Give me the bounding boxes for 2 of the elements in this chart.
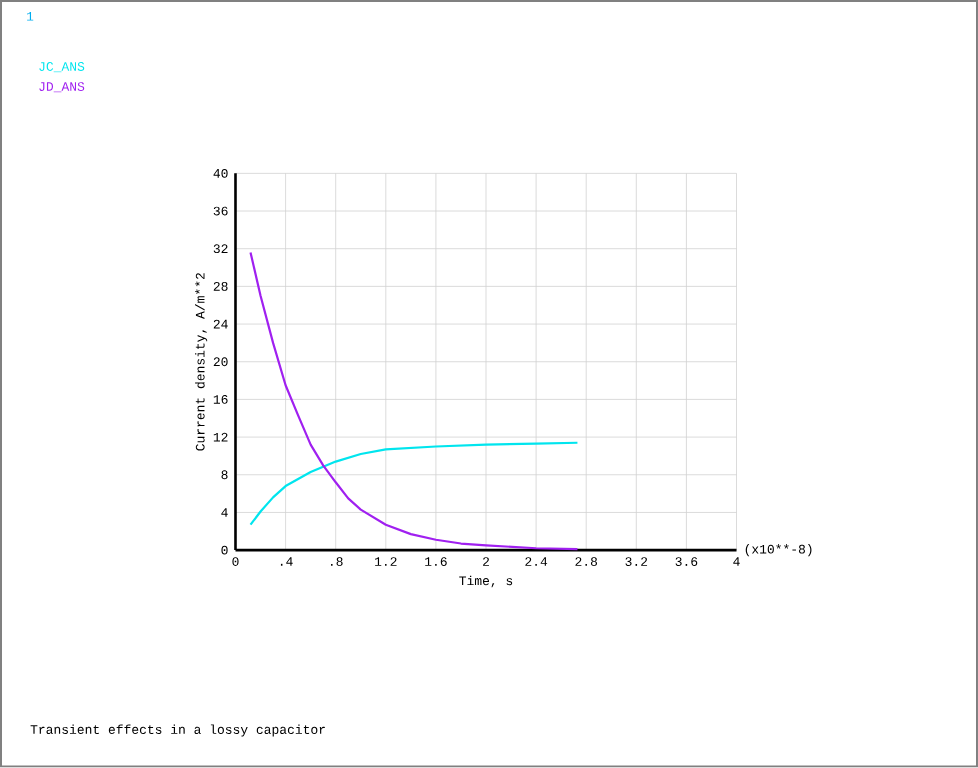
line-series — [249, 251, 579, 551]
line-series — [249, 441, 579, 526]
